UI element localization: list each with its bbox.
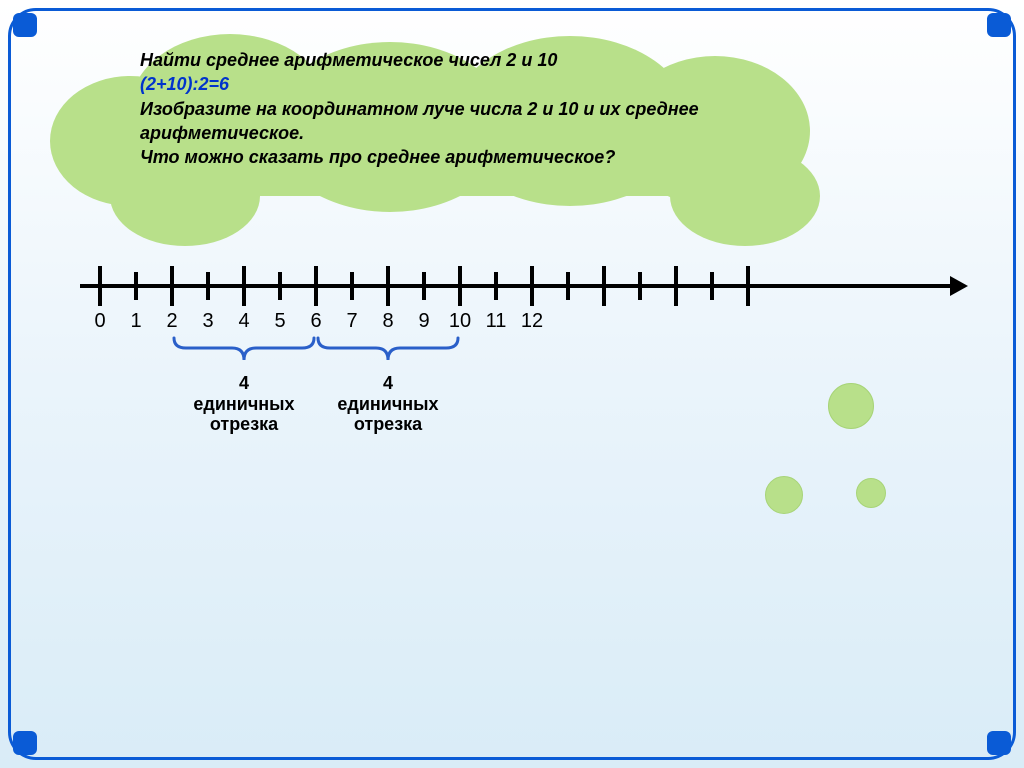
slide-page: Найти среднее арифметическое чисел 2 и 1… bbox=[0, 0, 1024, 768]
number-line-label: 4 bbox=[238, 310, 249, 333]
brace-caption-line: 4 bbox=[316, 373, 460, 394]
frame-corner bbox=[987, 731, 1011, 755]
number-line-label: 2 bbox=[166, 310, 177, 333]
brace-caption-line: отрезка bbox=[316, 414, 460, 435]
number-line-arrow-icon bbox=[950, 276, 968, 296]
number-line-tick bbox=[98, 266, 102, 306]
brace-caption: 4единичныхотрезка bbox=[316, 373, 460, 435]
brace-caption: 4единичныхотрезка bbox=[172, 373, 316, 435]
brace-icon bbox=[172, 336, 316, 364]
task-line-4: Что можно сказать про среднее арифметиче… bbox=[140, 145, 780, 169]
number-line-tick bbox=[134, 272, 138, 300]
segment-brace: 4единичныхотрезка bbox=[172, 336, 316, 435]
task-line-3: Изобразите на координатном луче числа 2 … bbox=[140, 97, 780, 146]
number-line-tick bbox=[638, 272, 642, 300]
number-line-label: 0 bbox=[94, 310, 105, 333]
number-line-tick bbox=[422, 272, 426, 300]
thought-bubble bbox=[828, 383, 874, 429]
thought-bubble bbox=[765, 476, 803, 514]
task-text: Найти среднее арифметическое чисел 2 и 1… bbox=[140, 48, 780, 169]
number-line-tick bbox=[458, 266, 462, 306]
frame-corner bbox=[13, 731, 37, 755]
brace-caption-line: единичных bbox=[316, 394, 460, 415]
segment-brace: 4единичныхотрезка bbox=[316, 336, 460, 435]
brace-caption-line: отрезка bbox=[172, 414, 316, 435]
number-line-tick bbox=[530, 266, 534, 306]
number-line-label: 6 bbox=[310, 310, 321, 333]
task-line-1: Найти среднее арифметическое чисел 2 и 1… bbox=[140, 48, 780, 72]
frame-corner bbox=[987, 13, 1011, 37]
number-line-tick bbox=[602, 266, 606, 306]
number-line-track bbox=[80, 284, 950, 288]
number-line-tick bbox=[746, 266, 750, 306]
brace-caption-line: единичных bbox=[172, 394, 316, 415]
number-line-label: 5 bbox=[274, 310, 285, 333]
number-line-label: 12 bbox=[521, 310, 543, 333]
thought-bubble bbox=[856, 478, 886, 508]
number-line-label: 3 bbox=[202, 310, 213, 333]
number-line-tick bbox=[674, 266, 678, 306]
number-line-tick bbox=[242, 266, 246, 306]
number-line-tick bbox=[386, 266, 390, 306]
number-line-tick bbox=[494, 272, 498, 300]
number-line-label: 10 bbox=[449, 310, 471, 333]
number-line-tick bbox=[710, 272, 714, 300]
number-line-tick bbox=[170, 266, 174, 306]
number-line-label: 11 bbox=[486, 310, 507, 333]
number-line-label: 7 bbox=[346, 310, 357, 333]
brace-icon bbox=[316, 336, 460, 364]
number-line-label: 9 bbox=[418, 310, 429, 333]
number-line-tick bbox=[314, 266, 318, 306]
number-line-tick bbox=[350, 272, 354, 300]
number-line-tick bbox=[278, 272, 282, 300]
number-line-label: 1 bbox=[130, 310, 141, 333]
brace-caption-line: 4 bbox=[172, 373, 316, 394]
number-line-tick bbox=[206, 272, 210, 300]
number-line-label: 8 bbox=[382, 310, 393, 333]
number-line-tick bbox=[566, 272, 570, 300]
frame-corner bbox=[13, 13, 37, 37]
task-line-2: (2+10):2=6 bbox=[140, 72, 780, 96]
